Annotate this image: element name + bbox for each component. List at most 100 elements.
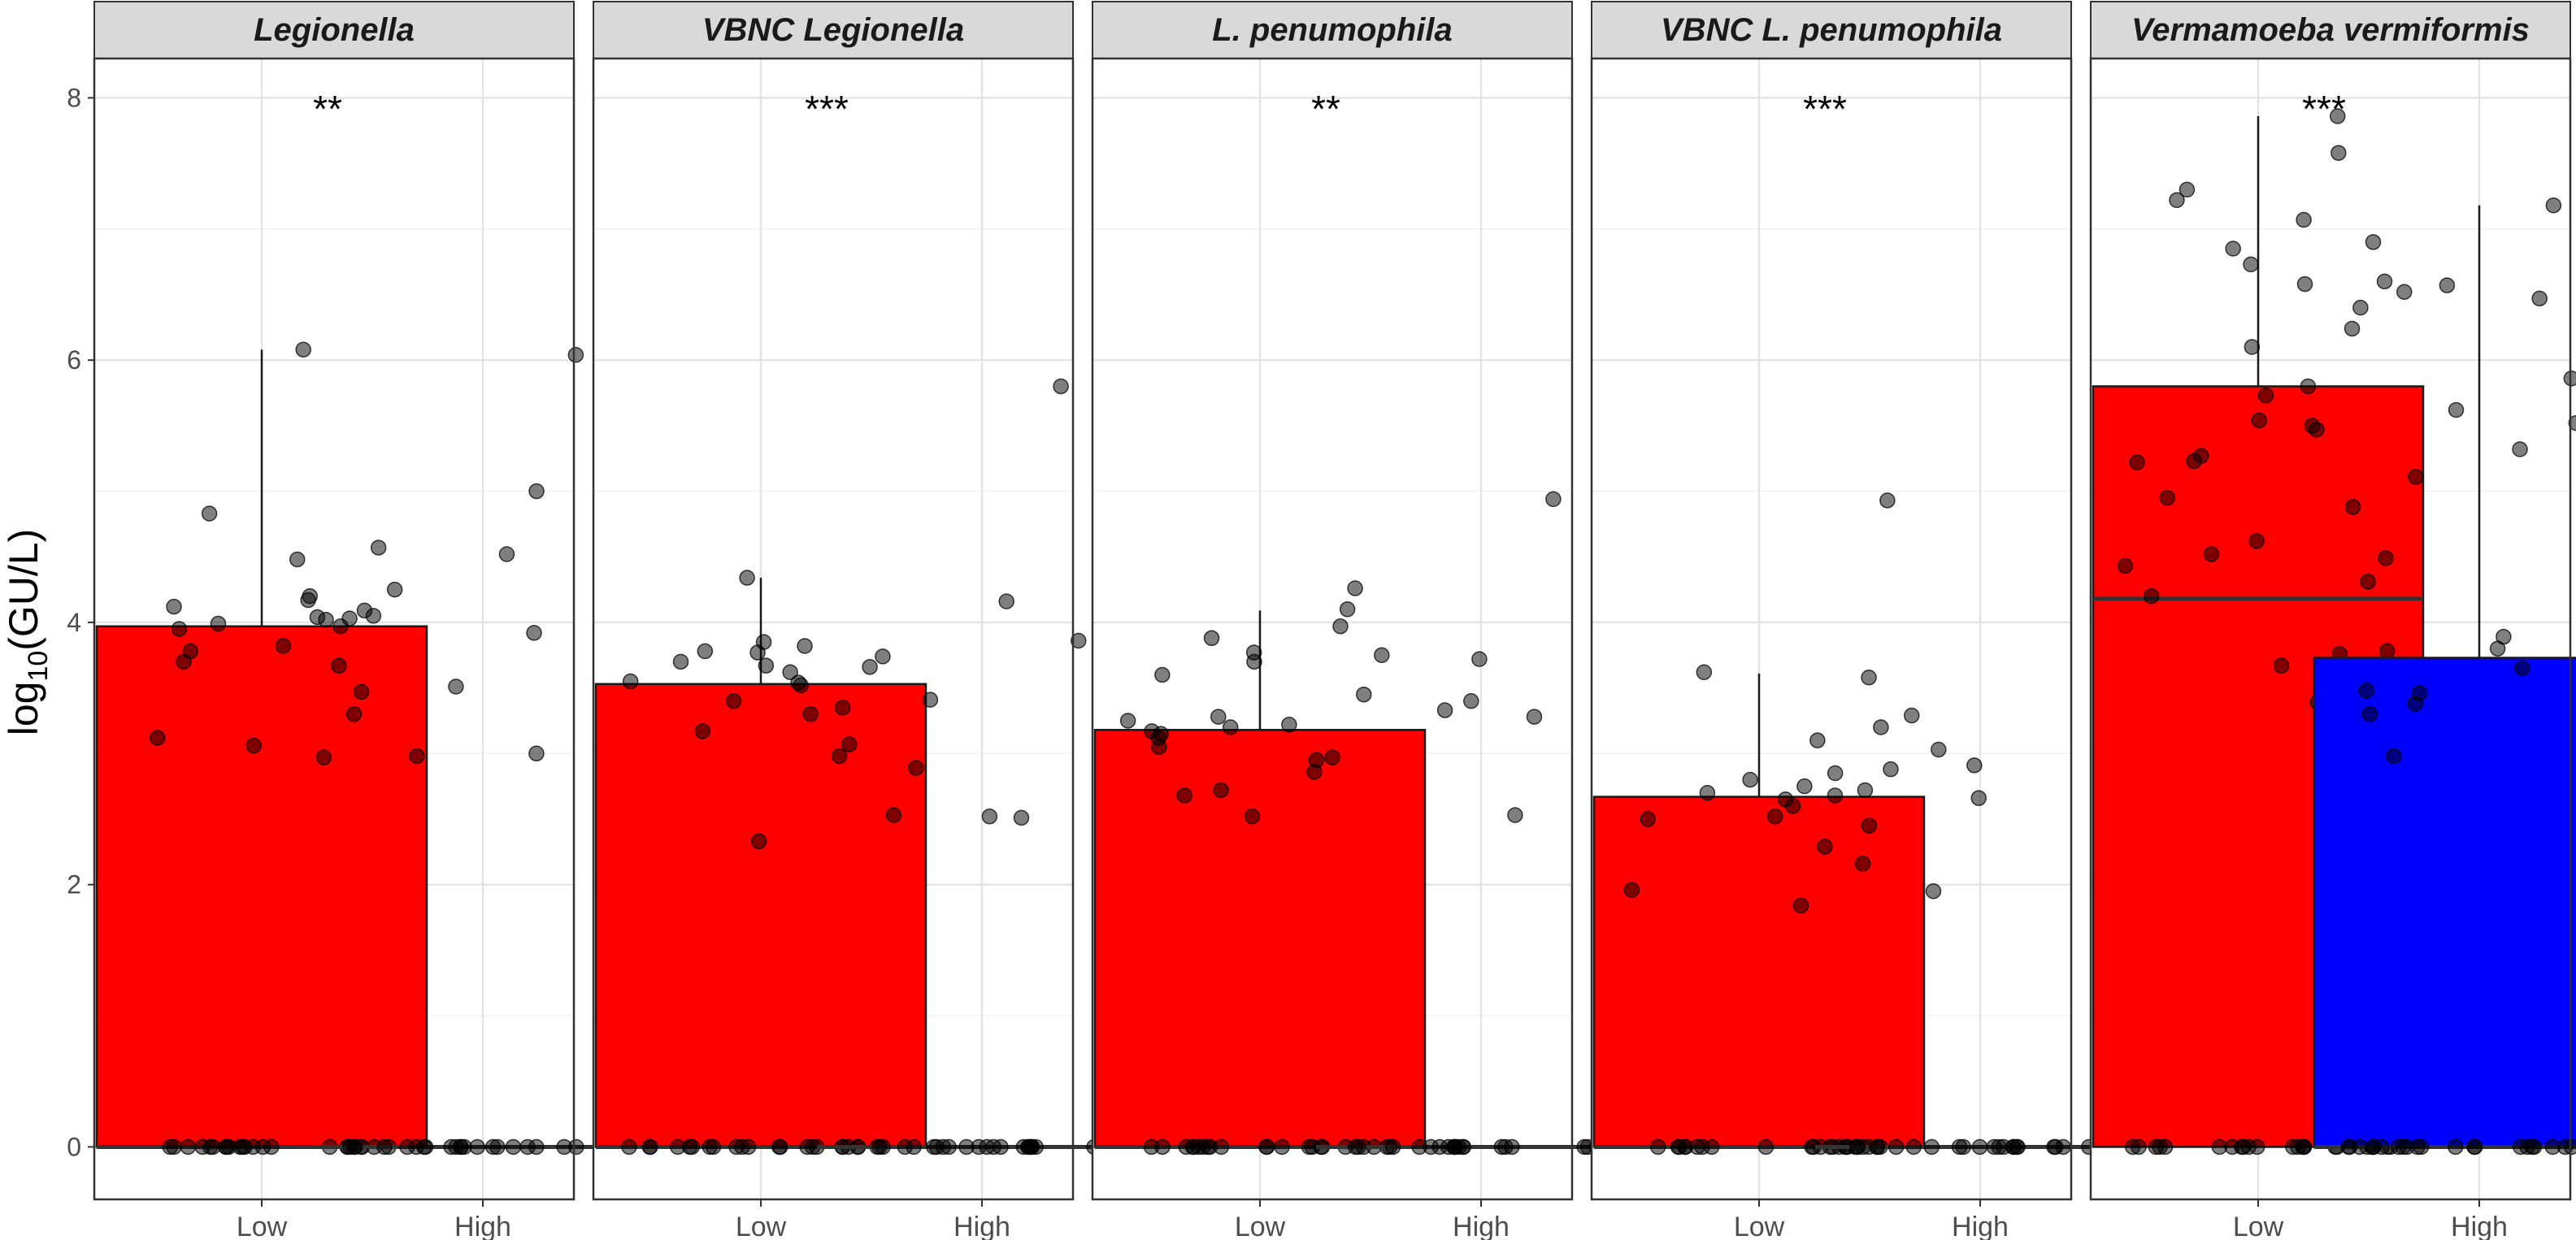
data-point bbox=[1013, 809, 1030, 826]
zero-data-point bbox=[1027, 1138, 1044, 1155]
facet-panel: VBNC Legionella *** Low High bbox=[592, 1, 1147, 1240]
data-point bbox=[2352, 299, 2369, 316]
data-point bbox=[1154, 666, 1171, 683]
data-point bbox=[528, 745, 545, 762]
data-point bbox=[1861, 817, 1878, 834]
data-point bbox=[315, 749, 332, 765]
zero-data-point bbox=[705, 1138, 722, 1155]
data-point bbox=[1374, 647, 1390, 664]
data-point bbox=[725, 693, 742, 709]
facet-strip bbox=[593, 1, 1074, 59]
zero-data-point bbox=[621, 1138, 637, 1155]
data-point bbox=[1213, 782, 1229, 799]
data-point bbox=[1356, 686, 1372, 703]
data-point bbox=[2300, 378, 2317, 395]
zero-data-point bbox=[1213, 1138, 1230, 1155]
data-point bbox=[1854, 856, 1871, 872]
y-tick-label: 2 bbox=[67, 870, 81, 900]
significance-label: *** bbox=[1803, 88, 1847, 130]
data-point bbox=[2378, 550, 2394, 566]
facet-strip-title: L. penumophila bbox=[1212, 12, 1453, 48]
data-point bbox=[1306, 764, 1323, 780]
zero-data-point bbox=[1649, 1138, 1666, 1155]
data-point bbox=[1699, 784, 1716, 801]
zero-data-point bbox=[1154, 1138, 1171, 1155]
zero-data-point bbox=[528, 1138, 545, 1155]
x-tick-label: Low bbox=[1235, 1212, 1286, 1240]
zero-data-point bbox=[681, 1138, 698, 1155]
data-point bbox=[2251, 412, 2267, 429]
zero-data-point bbox=[568, 1138, 584, 1155]
zero-data-point bbox=[2234, 1138, 2250, 1155]
zero-data-point bbox=[162, 1138, 178, 1155]
significance-label: *** bbox=[2302, 88, 2346, 130]
data-point bbox=[2489, 640, 2506, 657]
zero-data-point bbox=[1677, 1138, 1694, 1155]
zero-data-point bbox=[642, 1138, 658, 1155]
x-tick-label: High bbox=[1453, 1212, 1510, 1240]
zero-data-point bbox=[2448, 1138, 2464, 1155]
data-point bbox=[1696, 664, 1713, 681]
facet-panel: L. penumophila ** Low High bbox=[1091, 1, 1646, 1240]
data-point bbox=[409, 748, 425, 765]
data-point bbox=[2378, 643, 2396, 660]
data-point bbox=[1332, 618, 1349, 635]
zero-data-point bbox=[1440, 1138, 1457, 1155]
zero-data-point bbox=[1849, 1138, 1866, 1155]
data-point bbox=[345, 706, 363, 722]
facet-panel: Legionella ** Low High bbox=[93, 1, 648, 1240]
zero-data-point bbox=[2131, 1138, 2147, 1155]
data-point bbox=[1827, 765, 1844, 782]
data-point bbox=[2129, 454, 2145, 470]
zero-data-point bbox=[1971, 1138, 1988, 1155]
data-point bbox=[2365, 234, 2382, 250]
data-point bbox=[1904, 707, 1920, 724]
data-point bbox=[353, 683, 370, 700]
data-point bbox=[2309, 421, 2325, 438]
data-point bbox=[2358, 683, 2374, 699]
data-point bbox=[1463, 693, 1479, 709]
facet-panels: 0 2 4 6 8 Legionella ** Low High VBNC Legionella *… bbox=[67, 1, 2576, 1240]
x-tick-label: Low bbox=[736, 1212, 787, 1240]
data-point bbox=[2514, 660, 2530, 677]
data-point bbox=[2330, 108, 2346, 124]
zero-data-point bbox=[2157, 1138, 2174, 1155]
zero-data-point bbox=[979, 1138, 995, 1155]
zero-data-point bbox=[2374, 1138, 2390, 1155]
data-point bbox=[1053, 378, 1069, 395]
data-point bbox=[1640, 811, 1656, 827]
zero-data-point bbox=[928, 1138, 945, 1155]
data-point bbox=[2244, 339, 2261, 355]
data-point bbox=[1324, 749, 1340, 765]
significance-label: *** bbox=[805, 88, 849, 130]
data-point bbox=[981, 809, 998, 825]
data-point bbox=[300, 592, 316, 609]
zero-data-point bbox=[220, 1138, 237, 1155]
x-tick-label: High bbox=[454, 1212, 511, 1240]
zero-data-point bbox=[906, 1138, 922, 1155]
y-tick-label: 8 bbox=[67, 83, 81, 112]
data-point bbox=[697, 643, 714, 660]
data-point bbox=[528, 483, 545, 500]
zero-data-point bbox=[1190, 1138, 1207, 1155]
data-point bbox=[1545, 491, 1562, 507]
data-point bbox=[2386, 748, 2402, 765]
data-point bbox=[166, 598, 182, 615]
zero-data-point bbox=[399, 1138, 415, 1155]
data-point bbox=[1471, 651, 1488, 667]
box-low bbox=[1592, 796, 1926, 1148]
x-tick-label: High bbox=[954, 1212, 1010, 1240]
data-point bbox=[2159, 489, 2175, 506]
data-point bbox=[149, 730, 166, 746]
zero-data-point bbox=[1411, 1138, 1427, 1155]
data-point bbox=[448, 679, 464, 695]
data-point bbox=[1436, 702, 1453, 718]
data-point bbox=[1071, 632, 1087, 649]
data-point bbox=[2344, 499, 2361, 515]
data-point bbox=[1742, 771, 1758, 788]
data-point bbox=[295, 341, 311, 358]
data-point bbox=[2344, 320, 2361, 337]
data-point bbox=[1809, 732, 1826, 748]
data-point bbox=[201, 505, 218, 522]
